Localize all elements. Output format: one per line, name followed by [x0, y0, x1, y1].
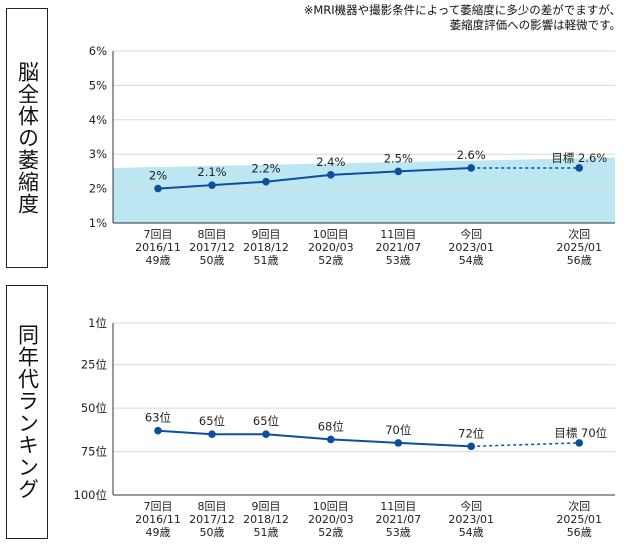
x-tick-label: 53歳: [386, 254, 411, 267]
atrophy-axis-title: 脳全体の萎縮度: [15, 61, 40, 215]
y-tick-label: 3%: [89, 147, 107, 161]
y-tick-label: 2%: [89, 182, 107, 196]
atrophy-data-point: [394, 167, 403, 176]
disclaimer-line-1: ※MRI機器や撮影条件によって萎縮度に多少の差がでますが、: [303, 3, 621, 17]
ranking-data-label: 65位: [199, 414, 225, 428]
x-tick-label: 11回目: [380, 228, 416, 241]
x-tick-label: 51歳: [254, 526, 279, 539]
ranking-target-label: 目標 70位: [554, 426, 607, 440]
atrophy-data-point: [327, 171, 335, 179]
ranking-data-label: 70位: [385, 423, 411, 437]
y-tick-label: 100位: [74, 488, 107, 502]
y-tick-label: 1位: [88, 316, 107, 330]
x-tick-label: 56歳: [567, 254, 592, 267]
x-tick-label: 2021/07: [375, 241, 421, 254]
ranking-title-box: 同年代ランキング: [6, 285, 48, 539]
ranking-data-point: [208, 430, 216, 438]
x-tick-label: 2016/11: [135, 513, 181, 526]
ranking-data-point: [575, 439, 583, 447]
y-tick-label: 25位: [81, 358, 107, 372]
atrophy-data-point: [575, 164, 583, 172]
x-tick-label: 2020/03: [308, 241, 354, 254]
y-tick-label: 50位: [81, 401, 107, 415]
x-tick-label: 今回: [460, 499, 482, 513]
y-tick-label: 5%: [89, 78, 107, 92]
ranking-data-point: [327, 435, 335, 444]
x-tick-label: 2023/01: [448, 241, 494, 254]
x-tick-label: 2023/01: [448, 513, 494, 526]
x-tick-label: 2020/03: [308, 513, 354, 526]
ranking-data-label: 72位: [458, 426, 484, 440]
atrophy-target-label: 目標 2.6%: [551, 151, 607, 165]
ranking-data-label: 65位: [253, 414, 279, 428]
x-tick-label: 49歳: [146, 526, 171, 539]
x-tick-label: 50歳: [200, 254, 225, 267]
ranking-series-line: [157, 429, 472, 448]
y-tick-label: 6%: [89, 44, 107, 58]
x-tick-label: 2018/12: [243, 241, 289, 254]
ranking-data-label: 63位: [145, 411, 171, 425]
x-tick-label: 9回目: [252, 500, 281, 513]
x-tick-label: 2025/01: [556, 513, 602, 526]
atrophy-data-label: 2%: [149, 169, 167, 183]
atrophy-data-point: [208, 181, 216, 189]
atrophy-data-point: [262, 177, 270, 186]
x-tick-label: 9回目: [252, 228, 281, 241]
x-tick-label: 8回目: [198, 500, 227, 513]
atrophy-data-label: 2.5%: [384, 151, 413, 165]
x-tick-label: 54歳: [459, 254, 484, 267]
x-tick-label: 次回: [568, 227, 590, 241]
ranking-data-point: [467, 442, 476, 451]
x-tick-label: 10回目: [313, 500, 349, 513]
ranking-axis-title: 同年代ランキング: [15, 324, 40, 500]
x-tick-label: 次回: [568, 499, 590, 513]
atrophy-data-point: [154, 184, 162, 193]
atrophy-series-line: [157, 166, 472, 190]
x-tick-label: 52歳: [318, 254, 343, 267]
ranking-data-point: [394, 439, 403, 447]
atrophy-data-label: 2.2%: [251, 162, 280, 176]
disclaimer-line-2: 萎縮度評価への影響は軽微です。: [449, 18, 621, 32]
atrophy-data-label: 2.4%: [316, 155, 345, 169]
x-tick-label: 2021/07: [375, 513, 421, 526]
x-tick-label: 56歳: [567, 526, 592, 539]
x-tick-label: 2025/01: [556, 241, 602, 254]
x-tick-label: 2017/12: [189, 513, 235, 526]
x-tick-label: 52歳: [318, 526, 343, 539]
ranking-target-line: [471, 442, 580, 448]
x-tick-label: 今回: [460, 227, 482, 241]
x-tick-label: 10回目: [313, 228, 349, 241]
x-tick-label: 2016/11: [135, 241, 181, 254]
x-tick-label: 2018/12: [243, 513, 289, 526]
x-tick-label: 7回目: [144, 500, 173, 513]
x-tick-label: 7回目: [144, 228, 173, 241]
atrophy-title-box: 脳全体の萎縮度: [6, 8, 48, 268]
ranking-data-point: [262, 430, 270, 438]
x-tick-label: 51歳: [254, 254, 279, 267]
atrophy-data-point: [467, 164, 476, 172]
atrophy-data-label: 2.1%: [197, 165, 226, 179]
x-tick-label: 2017/12: [189, 241, 235, 254]
x-tick-label: 49歳: [146, 254, 171, 267]
x-tick-label: 50歳: [200, 526, 225, 539]
ranking-data-label: 68位: [318, 419, 344, 433]
target-range-band: [113, 157, 615, 223]
atrophy-data-label: 2.6%: [457, 148, 486, 162]
x-tick-label: 8回目: [198, 228, 227, 241]
ranking-data-point: [154, 426, 162, 435]
x-tick-label: 53歳: [386, 526, 411, 539]
x-tick-label: 54歳: [459, 526, 484, 539]
y-tick-label: 1%: [89, 216, 107, 230]
x-tick-label: 11回目: [380, 500, 416, 513]
y-tick-label: 4%: [89, 113, 107, 127]
y-tick-label: 75位: [81, 445, 107, 459]
